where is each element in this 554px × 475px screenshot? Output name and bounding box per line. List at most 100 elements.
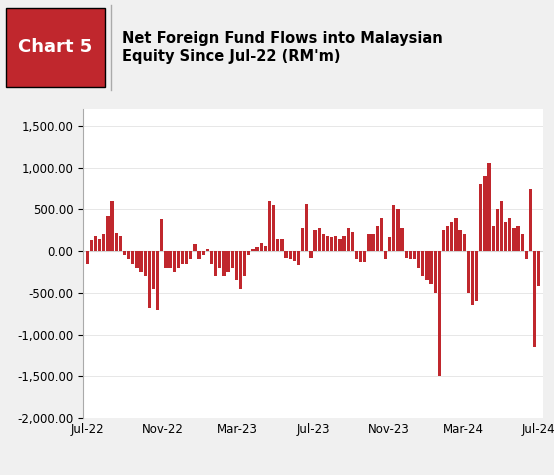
Bar [143, 251, 147, 276]
Bar [177, 251, 180, 268]
Bar [479, 184, 483, 251]
Bar [243, 251, 247, 276]
Bar [442, 230, 445, 251]
Bar [309, 251, 312, 258]
Bar [342, 236, 346, 251]
Bar [322, 235, 325, 251]
Bar [127, 251, 130, 259]
Bar [508, 218, 511, 251]
Bar [289, 251, 292, 259]
Bar [450, 222, 453, 251]
Bar [533, 251, 536, 347]
Text: Chart 5: Chart 5 [18, 38, 93, 57]
Bar [338, 238, 342, 251]
Bar [280, 239, 284, 251]
Bar [185, 251, 188, 264]
Bar [268, 201, 271, 251]
Bar [214, 251, 217, 276]
Bar [255, 247, 259, 251]
Bar [413, 251, 416, 259]
Bar [293, 251, 296, 261]
Bar [454, 218, 458, 251]
Bar [181, 251, 184, 264]
Bar [401, 228, 404, 251]
Bar [347, 228, 350, 251]
Bar [135, 251, 138, 268]
Bar [446, 226, 449, 251]
Bar [409, 251, 412, 259]
Bar [351, 232, 354, 251]
Bar [152, 251, 155, 289]
Bar [94, 236, 97, 251]
Bar [421, 251, 424, 276]
Bar [471, 251, 474, 305]
Bar [297, 251, 300, 266]
Bar [106, 216, 110, 251]
Bar [272, 205, 275, 251]
Bar [123, 251, 126, 255]
Bar [119, 236, 122, 251]
Bar [276, 238, 279, 251]
Bar [160, 219, 163, 251]
Bar [537, 251, 541, 286]
FancyBboxPatch shape [6, 8, 105, 87]
Bar [367, 235, 371, 251]
Bar [392, 205, 396, 251]
Bar [301, 228, 304, 251]
Bar [98, 238, 101, 251]
Bar [206, 248, 209, 251]
Bar [388, 237, 391, 251]
Bar [235, 251, 238, 280]
Bar [500, 201, 503, 251]
Bar [239, 251, 242, 289]
Bar [218, 251, 222, 268]
Bar [491, 226, 495, 251]
Bar [425, 251, 429, 280]
Bar [85, 251, 89, 264]
Bar [260, 243, 263, 251]
Bar [371, 235, 375, 251]
Bar [417, 251, 420, 268]
Bar [384, 251, 387, 259]
Bar [438, 251, 441, 376]
Bar [363, 251, 366, 262]
Bar [475, 251, 478, 301]
Bar [359, 251, 362, 262]
Bar [434, 251, 437, 293]
Bar [230, 251, 234, 268]
Bar [197, 251, 201, 259]
Bar [404, 251, 408, 258]
Bar [193, 245, 197, 251]
Bar [131, 251, 135, 264]
Bar [317, 228, 321, 251]
Bar [110, 201, 114, 251]
Bar [252, 248, 255, 251]
Bar [376, 226, 379, 251]
Bar [305, 204, 309, 251]
Bar [512, 228, 516, 251]
Bar [173, 251, 176, 272]
Bar [247, 251, 250, 255]
Bar [314, 230, 317, 251]
Bar [521, 235, 524, 251]
Bar [463, 235, 466, 251]
Bar [264, 246, 267, 251]
Bar [165, 251, 168, 268]
Bar [488, 163, 491, 251]
Bar [458, 230, 461, 251]
Bar [222, 251, 225, 276]
Bar [334, 236, 337, 251]
Bar [189, 251, 192, 259]
Bar [529, 189, 532, 251]
Bar [516, 226, 520, 251]
Bar [466, 251, 470, 293]
Bar [140, 251, 143, 272]
Bar [115, 233, 118, 251]
Bar [168, 251, 172, 268]
Text: Net Foreign Fund Flows into Malaysian
Equity Since Jul-22 (RM'm): Net Foreign Fund Flows into Malaysian Eq… [122, 31, 443, 64]
Bar [330, 237, 334, 251]
Bar [379, 218, 383, 251]
Bar [429, 251, 433, 285]
Bar [504, 222, 507, 251]
Bar [496, 209, 499, 251]
